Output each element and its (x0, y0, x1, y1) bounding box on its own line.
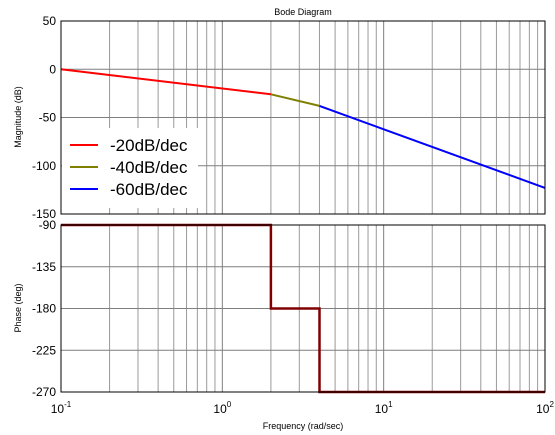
magnitude-series-1 (270, 93, 320, 107)
phase-ytick-label: -180 (32, 302, 56, 316)
phase-ytick-label: -225 (32, 343, 56, 357)
magnitude-ytick-label: 50 (43, 14, 57, 28)
magnitude-axis-label: Magnitude (dB) (13, 86, 23, 148)
magnitude-ytick-label: 0 (49, 62, 56, 76)
frequency-tick-label: 10-1 (51, 400, 72, 416)
legend-label-40db: -40dB/dec (110, 158, 188, 177)
magnitude-series-2 (319, 104, 546, 189)
frequency-tick-label: 102 (536, 400, 554, 416)
legend-label-20db: -20dB/dec (110, 136, 188, 155)
magnitude-series-0 (60, 68, 272, 96)
magnitude-ytick-label: -50 (39, 111, 57, 125)
magnitude-ytick-label: -100 (32, 159, 56, 173)
frequency-tick-label: 101 (375, 400, 393, 416)
chart-title: Bode Diagram (274, 7, 332, 17)
magnitude-ytick-label: -150 (32, 207, 56, 221)
phase-axis-label: Phase (deg) (13, 283, 23, 332)
phase-ytick-label: -135 (32, 260, 56, 274)
frequency-tick-label: 100 (213, 400, 231, 416)
phase-ytick-label: -90 (39, 218, 57, 232)
phase-ytick-labels: -90 -135 -180 -225 -270 (32, 218, 56, 399)
magnitude-series (60, 68, 546, 189)
phase-axes-frame (60, 224, 546, 393)
frequency-tick-labels: 10-1 100 101 102 (51, 400, 555, 416)
magnitude-ytick-labels: 50 0 -50 -100 -150 (32, 14, 56, 221)
legend-label-60db: -60dB/dec (110, 180, 188, 199)
frequency-axis-label: Frequency (rad/sec) (263, 421, 344, 431)
phase-ytick-label: -270 (32, 385, 56, 399)
legend: -20dB/dec -40dB/dec -60dB/dec (62, 128, 198, 208)
magnitude-axes-frame (60, 20, 546, 215)
